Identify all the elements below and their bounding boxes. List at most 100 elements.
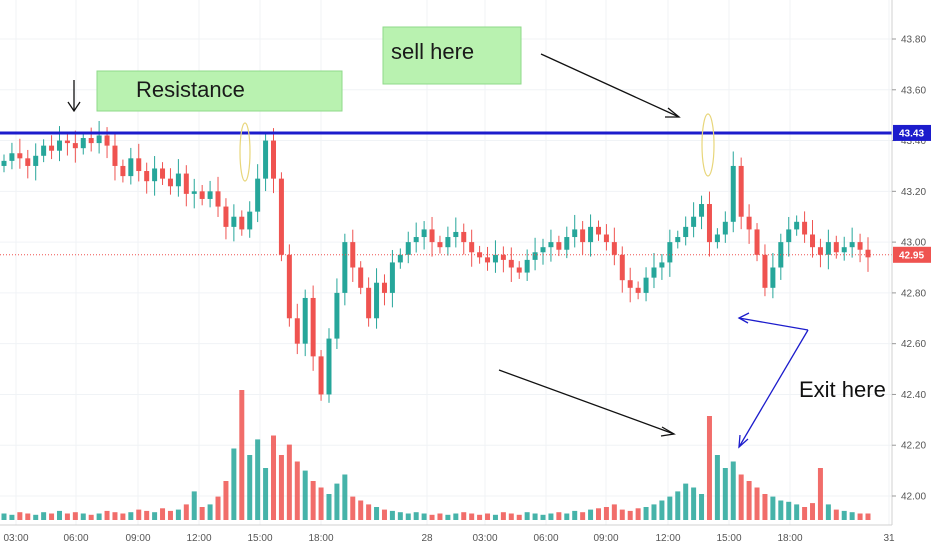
volume-bar [389,510,395,520]
volume-bar [738,474,744,520]
volume-bar [223,481,229,520]
candle-body [1,160,7,166]
candle-body [9,153,15,161]
candle-body [817,247,823,255]
candle-body [810,234,816,248]
volume-bar [532,513,538,520]
price-tick-label: 43.80 [901,35,926,46]
volume-bar [485,513,491,520]
candle-body [389,262,395,293]
spike-highlight-2 [701,113,715,177]
candle-body [857,242,863,250]
candle-body [595,226,601,235]
candle-body [286,254,292,319]
time-tick-label: 28 [421,533,433,544]
candle-body [469,242,475,253]
volume-bar [810,503,816,520]
candle-body [572,229,578,238]
volume-bar [786,501,792,520]
volume-bar [231,448,237,520]
candle-body [80,138,86,149]
volume-bar [421,513,427,520]
down-arrow-icon [67,80,81,113]
candle-body [136,158,142,172]
time-tick-label: 03:00 [3,533,28,544]
candle-body [294,318,300,344]
candle-body [635,287,641,293]
candle-body [318,356,324,395]
candle-body [461,231,467,243]
volume-bar [841,510,847,520]
candle-body [239,216,245,230]
volume-bar [358,500,364,520]
volume-bar [659,500,665,520]
volume-bar [271,435,277,520]
candle-body [41,145,47,156]
volume-bar [286,444,292,520]
exit-note-text: Exit here [799,377,886,402]
volume-bar [833,509,839,520]
volume-bar [104,510,110,520]
volume-bar [548,513,554,520]
sell-note-box [382,26,522,85]
volume-bar [41,512,47,520]
grid [0,0,892,525]
candle-body [675,237,681,243]
volume-bar [33,514,39,520]
candle-body [619,254,625,281]
volume-bar [762,494,768,520]
volume-bar [857,513,863,520]
time-tick-label: 18:00 [308,533,333,544]
candle-body [516,267,522,273]
spike-highlight-1 [239,122,251,182]
volume-bar [342,474,348,520]
candle-body [231,216,237,227]
volume-bar [25,513,31,520]
candle-body [104,135,110,146]
volume-bar [191,491,197,520]
price-tick-label: 42.40 [901,390,926,401]
volume-bar [667,496,673,520]
volume-bar [635,508,641,520]
candle-body [120,165,126,177]
volume-bar [540,514,546,520]
candle-body [643,277,649,293]
volume-bar [247,455,253,520]
volume-bar [469,513,475,520]
candle-body [437,242,443,248]
candle-body [445,237,451,248]
candle-body [485,257,491,263]
volume-bar [643,507,649,520]
candle-body [128,158,134,177]
candle-body [564,237,570,250]
candle-body [833,242,839,253]
volume-arrow-icon [498,369,676,437]
volume-bar [500,512,506,520]
volume-bar [564,513,570,520]
volume-bar [477,514,483,520]
candle-body [603,234,609,243]
candle-body [64,140,70,144]
candle-body [342,242,348,293]
candle-body [397,254,403,263]
volume-bar [310,481,316,520]
volume-bar [128,512,134,520]
volume-bar [9,514,15,520]
exit-arrow-icon [737,312,809,449]
candle-body [255,178,261,212]
candle-body [160,168,166,179]
volume-bar [611,504,617,520]
candle-body [96,135,102,144]
candle-body [508,259,514,268]
candle-body [326,338,332,395]
candle-body [183,173,189,194]
resistance-note-box [96,70,343,112]
volume-bar [56,510,62,520]
time-tick-label: 12:00 [655,533,680,544]
current-price-label: 42.95 [899,250,924,261]
candle-body [746,216,752,230]
volume-bar [318,487,324,520]
candle-body [699,204,705,217]
candle-body [841,247,847,253]
